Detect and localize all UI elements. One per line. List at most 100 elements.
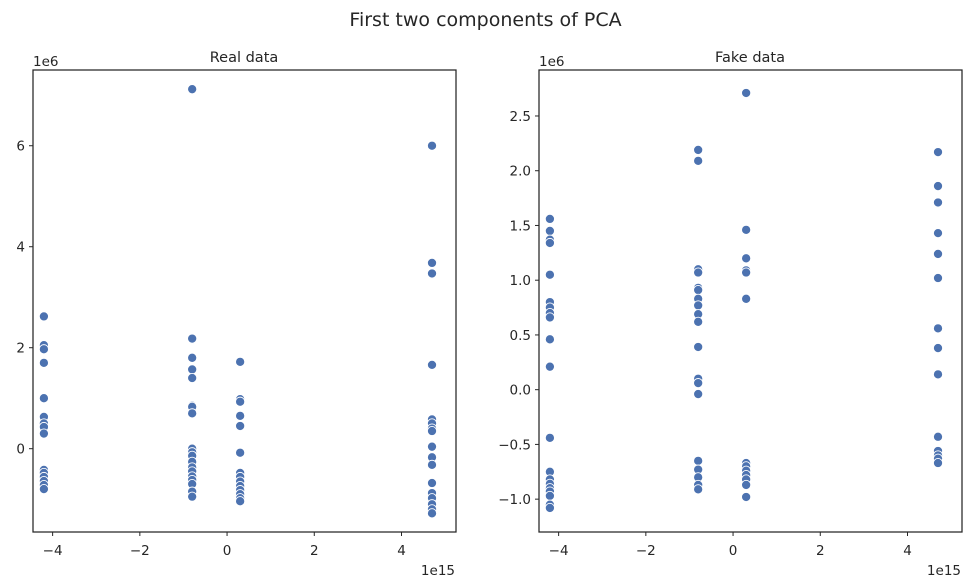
fake-data-x-tick-label: 0	[729, 543, 738, 559]
real-data-point	[426, 257, 438, 268]
fake-data-point	[693, 389, 704, 400]
fake-data-point	[544, 334, 555, 345]
real-data-point	[426, 359, 438, 370]
fake-data-x-offset-label: 1e15	[927, 563, 961, 579]
fake-data-point	[693, 300, 704, 311]
fake-data-y-tick-label: −0.5	[498, 437, 531, 453]
real-data-point	[426, 508, 438, 519]
fake-data-point	[693, 316, 704, 327]
fake-data-title: Fake data	[715, 50, 785, 66]
real-data-point	[38, 393, 49, 404]
figure-title: First two components of PCA	[349, 9, 621, 31]
fake-data-point	[693, 341, 704, 353]
fake-data-point	[693, 267, 704, 278]
real-data-point	[187, 84, 198, 95]
fake-data-point	[741, 293, 752, 304]
real-data-x-tick-label: 2	[310, 543, 319, 559]
real-data-y-tick-label: 4	[16, 240, 25, 256]
fake-data-y-ticks: −1.0 −0.5 0.0 0.5 1.0 1.5 2.0 2.5	[498, 109, 539, 508]
fake-data-point	[741, 253, 752, 264]
fake-data-point	[932, 369, 944, 380]
fake-data-point	[932, 197, 944, 208]
fake-data-point	[544, 502, 555, 513]
real-data-point	[187, 364, 198, 375]
fake-data-x-tick-label: −4	[549, 543, 569, 559]
fake-data-y-tick-label: 1.0	[510, 273, 531, 289]
fake-data-point	[741, 224, 752, 235]
real-data-point	[235, 447, 246, 458]
fake-data-x-tick-label: 4	[903, 543, 912, 559]
real-data-point	[426, 441, 438, 452]
real-data-point	[38, 428, 49, 439]
fake-data-point	[544, 312, 555, 323]
real-data-point	[187, 408, 198, 419]
fake-data-point	[544, 490, 555, 501]
fake-data-point	[741, 267, 752, 278]
real-data-point	[38, 484, 49, 495]
fake-data-point	[932, 228, 944, 239]
real-data-point	[38, 357, 49, 368]
real-data-point	[187, 372, 198, 384]
fake-data-point	[932, 272, 944, 284]
real-data-x-tick-label: 4	[397, 543, 406, 559]
real-data-x-ticks: −4 −2 0 2 4	[43, 532, 406, 559]
fake-data-point	[693, 378, 704, 389]
real-data-y-tick-label: 6	[16, 139, 25, 155]
fake-data-y-tick-label: −1.0	[498, 492, 531, 508]
fake-data-y-tick-label: 1.5	[510, 218, 531, 234]
real-data-point	[235, 356, 246, 367]
real-data-point	[38, 344, 49, 355]
fake-data-x-tick-label: 2	[816, 543, 825, 559]
real-data-title: Real data	[210, 50, 279, 66]
real-data-x-tick-label: 0	[223, 543, 232, 559]
fake-data-x-tick-label: −2	[636, 543, 656, 559]
real-data-y-tick-label: 2	[16, 341, 25, 357]
fake-data-point	[693, 455, 704, 466]
fake-data-axes-frame	[538, 69, 963, 533]
real-data-point	[426, 477, 438, 489]
real-data-point	[235, 410, 246, 421]
fake-data-y-offset-label: 1e6	[539, 54, 564, 70]
fake-data-point	[544, 269, 555, 280]
real-data-y-tick-label: 0	[16, 442, 25, 458]
fake-data-point	[693, 285, 704, 296]
fake-data-point	[741, 479, 752, 490]
fake-data-point	[544, 361, 555, 372]
fake-data-x-ticks: −4 −2 0 2 4	[549, 532, 912, 559]
fake-data-point	[741, 87, 752, 99]
real-data-point	[426, 268, 438, 279]
fake-data-point	[932, 343, 944, 354]
real-data-point	[187, 333, 198, 344]
fake-data-point	[932, 147, 944, 158]
real-data-point	[235, 396, 246, 407]
fake-data-y-tick-label: 2.0	[510, 164, 531, 180]
fake-data-points	[544, 87, 944, 513]
real-data-x-tick-label: −4	[43, 543, 63, 559]
real-data-axes-frame	[32, 69, 457, 533]
real-data-point	[426, 425, 438, 437]
real-data-y-offset-label: 1e6	[33, 54, 58, 70]
real-data-point	[187, 491, 198, 502]
fake-data-point	[693, 144, 704, 155]
fake-data-point	[932, 323, 944, 334]
fake-data-y-tick-label: 0.5	[510, 328, 531, 344]
real-data-point	[187, 352, 198, 363]
fake-data-point	[544, 213, 555, 224]
real-data-point	[426, 140, 438, 151]
fake-data-point	[932, 457, 944, 469]
real-data-point	[38, 311, 49, 322]
real-data-point	[426, 459, 438, 470]
real-data-point	[235, 496, 246, 507]
fake-data-point	[932, 180, 944, 192]
real-data-y-ticks: 0 2 4 6	[16, 139, 33, 458]
real-data-x-offset-label: 1e15	[421, 563, 455, 579]
fake-data-y-tick-label: 2.5	[510, 109, 531, 125]
fake-data-point	[932, 248, 944, 259]
fake-data-point	[693, 155, 704, 166]
fake-data-y-tick-label: 0.0	[510, 383, 531, 399]
fake-data-scatter-panel: Fake data 1e6 1e15 −1.0 −0.5 0.0 0.5 1.0 1.5 2…	[498, 50, 963, 579]
fake-data-point	[544, 225, 555, 236]
fake-data-point	[544, 432, 555, 443]
real-data-x-tick-label: −2	[130, 543, 150, 559]
